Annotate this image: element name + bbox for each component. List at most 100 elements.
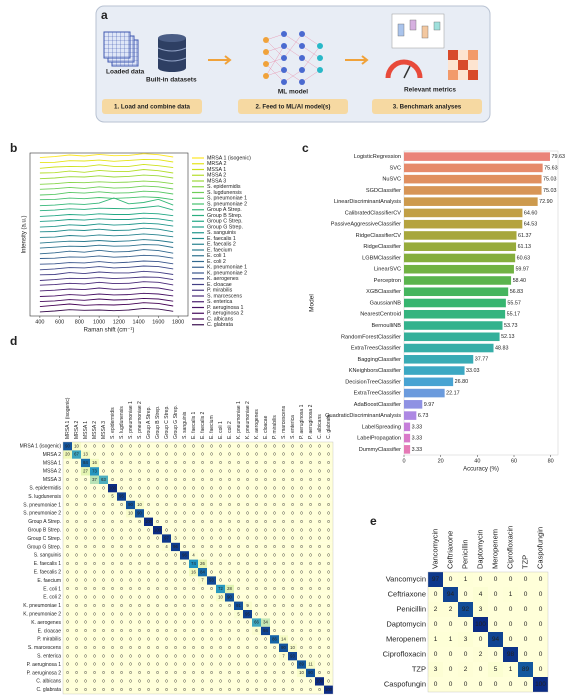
cell-label: 0 bbox=[165, 494, 168, 499]
heatmap-cell bbox=[207, 584, 216, 594]
node bbox=[299, 31, 305, 37]
cell-label: 0 bbox=[273, 603, 276, 608]
cell-label: 0 bbox=[237, 687, 240, 692]
heatmap-cell bbox=[135, 668, 144, 678]
cell-label: 0 bbox=[183, 544, 186, 549]
heatmap-cell bbox=[261, 685, 270, 694]
cell-label: 0 bbox=[210, 452, 213, 457]
heatmap-cell bbox=[279, 593, 288, 602]
heatmap-cell bbox=[261, 450, 270, 459]
cell-label: 0 bbox=[219, 603, 222, 608]
heatmap-cell bbox=[216, 660, 225, 669]
cell-label: 0 bbox=[228, 519, 231, 524]
cell-label: 0 bbox=[165, 662, 168, 667]
heatmap-cell bbox=[90, 593, 99, 602]
heatmap-cell bbox=[171, 526, 180, 535]
node bbox=[281, 67, 287, 73]
heatmap-cell bbox=[297, 584, 306, 594]
heatmap-cell bbox=[135, 517, 144, 526]
cell-label: 0 bbox=[129, 679, 132, 684]
cell-label: 0 bbox=[120, 443, 123, 448]
heatmap-cell bbox=[135, 500, 144, 510]
cell-label: 0 bbox=[309, 443, 312, 448]
heatmap-cell bbox=[108, 610, 117, 619]
heatmap-cell bbox=[135, 475, 144, 484]
cell-label: 0 bbox=[264, 511, 267, 516]
cell-label: 0 bbox=[246, 460, 249, 465]
cell-label: 0 bbox=[434, 681, 438, 688]
heatmap-cell bbox=[234, 450, 243, 459]
heatmap-cell bbox=[261, 660, 270, 669]
cell-label: 0 bbox=[300, 645, 303, 650]
heatmap-cell bbox=[135, 526, 144, 535]
cell-label: 0 bbox=[147, 586, 150, 591]
cell-label: 0 bbox=[255, 679, 258, 684]
cell-label: 0 bbox=[120, 511, 123, 516]
value-label: 61.37 bbox=[518, 233, 532, 239]
heatmap-cell bbox=[144, 618, 153, 627]
cell-label: 0 bbox=[273, 687, 276, 692]
heatmap-cell bbox=[279, 601, 288, 610]
heatmap-cell bbox=[261, 677, 270, 686]
heatmap-cell bbox=[270, 685, 279, 694]
heatmap-cell bbox=[198, 643, 207, 652]
cell-label: 0 bbox=[264, 519, 267, 524]
cell-label: 0 bbox=[75, 670, 78, 675]
cell-label: 0 bbox=[219, 569, 222, 574]
cell-label: 0 bbox=[434, 651, 438, 658]
cell-label: 0 bbox=[120, 578, 123, 583]
cell-label: 0 bbox=[84, 645, 87, 650]
cell-label: 0 bbox=[66, 679, 69, 684]
heatmap-cell bbox=[90, 610, 99, 619]
cell-label: 0 bbox=[255, 603, 258, 608]
heatmap-cell bbox=[234, 668, 243, 678]
cell-label: 0 bbox=[300, 679, 303, 684]
cell-label: 0 bbox=[219, 553, 222, 558]
heatmap-cell bbox=[324, 626, 333, 636]
heatmap-cell bbox=[324, 618, 333, 627]
heatmap-cell bbox=[72, 475, 81, 484]
cell-label: 0 bbox=[156, 653, 159, 658]
cell-label: 0 bbox=[147, 527, 150, 532]
heatmap-cell bbox=[171, 484, 180, 493]
heatmap-cell bbox=[428, 647, 443, 662]
heatmap-cell bbox=[225, 458, 234, 468]
cell-label: 0 bbox=[66, 494, 69, 499]
heatmap-cell bbox=[306, 685, 315, 694]
heatmap-cell bbox=[162, 534, 171, 543]
cell-label: 95 bbox=[119, 494, 124, 499]
step-label: 2. Feed to ML/AI model(s) bbox=[256, 104, 331, 111]
heatmap-cell bbox=[306, 626, 315, 636]
cell-label: 0 bbox=[66, 460, 69, 465]
row-label: Caspofungin bbox=[384, 679, 426, 688]
cell-label: 0 bbox=[84, 519, 87, 524]
heatmap-cell bbox=[63, 593, 72, 602]
heatmap-cell bbox=[297, 526, 306, 535]
cell-label: 0 bbox=[264, 452, 267, 457]
heatmap-cell bbox=[126, 450, 135, 459]
heatmap-cell bbox=[297, 442, 306, 451]
heatmap-cell bbox=[99, 442, 108, 451]
heatmap-cell bbox=[324, 685, 333, 694]
heatmap-cell bbox=[252, 534, 261, 543]
cell-label: 0 bbox=[138, 586, 141, 591]
heatmap-cell bbox=[198, 601, 207, 610]
heatmap-cell bbox=[126, 551, 135, 560]
cell-label: 1 bbox=[509, 666, 513, 673]
column-label: C. glabrata bbox=[326, 414, 332, 439]
cell-label: 0 bbox=[102, 603, 105, 608]
heatmap-cell bbox=[443, 677, 458, 692]
cell-label: 0 bbox=[174, 578, 177, 583]
legend-label: MRSA 1 (isogenic) bbox=[207, 155, 251, 161]
row-label: Group A Strep. bbox=[28, 519, 61, 525]
cell-label: 0 bbox=[66, 569, 69, 574]
heatmap-cell bbox=[297, 677, 306, 686]
cell-label: 0 bbox=[264, 662, 267, 667]
heatmap-cell bbox=[297, 467, 306, 476]
cell-label: 0 bbox=[174, 511, 177, 516]
cell-label: 0 bbox=[291, 477, 294, 482]
cell-label: 0 bbox=[138, 679, 141, 684]
heatmap-cell bbox=[108, 652, 117, 661]
heatmap-cell bbox=[81, 551, 90, 560]
heatmap-cell bbox=[306, 652, 315, 661]
